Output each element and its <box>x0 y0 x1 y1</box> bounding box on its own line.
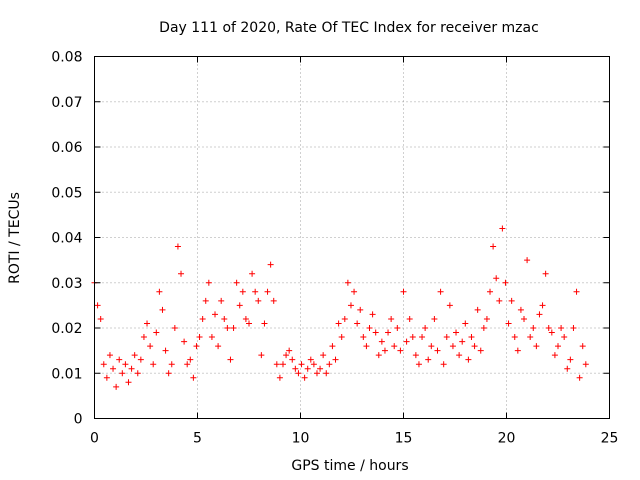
x-tick-label: 25 <box>601 431 619 447</box>
y-tick-label: 0.08 <box>51 50 82 66</box>
y-tick-label: 0.05 <box>51 185 82 201</box>
chart-background <box>0 0 640 480</box>
x-tick-label: 15 <box>395 431 413 447</box>
y-axis-label: ROTI / TECUs <box>7 192 23 284</box>
y-tick-label: 0.01 <box>51 366 82 382</box>
roti-scatter-chart: Day 111 of 2020, Rate Of TEC Index for r… <box>0 0 640 480</box>
x-tick-label: 0 <box>90 431 99 447</box>
x-axis-label: GPS time / hours <box>291 458 408 474</box>
x-tick-label: 20 <box>498 431 516 447</box>
chart-title: Day 111 of 2020, Rate Of TEC Index for r… <box>159 20 539 36</box>
x-tick-label: 5 <box>193 431 202 447</box>
y-tick-label: 0 <box>74 412 83 428</box>
y-tick-label: 0.07 <box>51 95 82 111</box>
y-tick-label: 0.04 <box>51 231 82 247</box>
y-tick-label: 0.02 <box>51 321 82 337</box>
y-tick-label: 0.03 <box>51 276 82 292</box>
y-tick-label: 0.06 <box>51 140 82 156</box>
x-tick-label: 10 <box>292 431 310 447</box>
